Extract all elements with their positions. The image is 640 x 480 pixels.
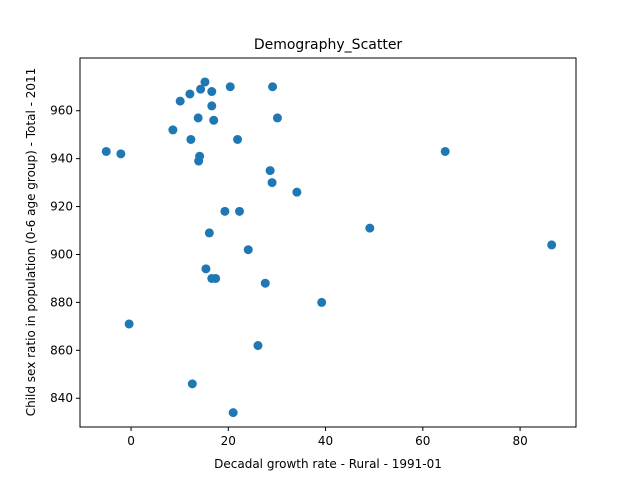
data-point: [196, 84, 206, 94]
x-tick-label: 20: [221, 434, 236, 448]
data-point: [272, 113, 282, 123]
y-tick-label: 940: [50, 152, 73, 166]
data-point: [207, 87, 217, 97]
data-point: [260, 278, 270, 288]
data-point: [116, 149, 126, 159]
data-point: [193, 113, 203, 123]
chart-title: Demography_Scatter: [254, 37, 403, 53]
data-point: [201, 264, 211, 274]
data-point: [168, 125, 178, 135]
data-point: [211, 273, 221, 283]
plot-area-frame: [79, 57, 577, 428]
data-point: [186, 134, 196, 144]
x-tick-label: 40: [318, 434, 333, 448]
data-point: [228, 408, 238, 418]
x-axis-ticks: 0 20 40 60 80: [127, 427, 528, 448]
data-point: [292, 187, 302, 197]
data-point: [267, 178, 277, 188]
data-point: [268, 82, 278, 92]
y-axis-label: Child sex ratio in population (0-6 age g…: [24, 68, 38, 417]
data-point: [185, 89, 195, 99]
data-point: [365, 223, 375, 233]
data-points: [101, 77, 557, 418]
data-point: [194, 156, 204, 166]
data-point: [225, 82, 235, 92]
data-point: [207, 101, 217, 111]
y-tick-label: 840: [50, 391, 73, 405]
y-tick-label: 900: [50, 247, 73, 261]
y-tick-label: 960: [50, 104, 73, 118]
data-point: [253, 341, 263, 351]
data-point: [233, 134, 243, 144]
x-tick-label: 80: [512, 434, 527, 448]
x-tick-label: 0: [127, 434, 135, 448]
data-point: [124, 319, 134, 329]
y-tick-label: 880: [50, 295, 73, 309]
data-point: [209, 115, 219, 125]
x-axis-label: Decadal growth rate - Rural - 1991-01: [214, 457, 442, 471]
y-tick-label: 920: [50, 200, 73, 214]
data-point: [243, 245, 253, 255]
y-tick-label: 860: [50, 343, 73, 357]
data-point: [101, 146, 111, 156]
data-point: [317, 297, 327, 307]
data-point: [440, 146, 450, 156]
data-point: [220, 206, 230, 216]
data-point: [187, 379, 197, 389]
data-point: [234, 206, 244, 216]
data-point: [200, 77, 210, 87]
data-point: [265, 166, 275, 176]
data-point: [204, 228, 214, 238]
data-point: [175, 96, 185, 106]
y-axis-ticks: 840 860 880 900 920 940 960: [50, 104, 80, 405]
data-point: [547, 240, 557, 250]
x-tick-label: 60: [415, 434, 430, 448]
